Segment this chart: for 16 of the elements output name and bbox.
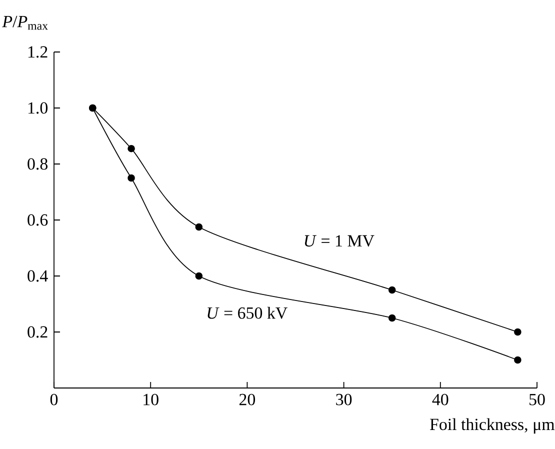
x-tick-label: 10 (144, 394, 158, 406)
x-tick-label: 30 (336, 394, 352, 406)
y-axis-title: P/P$_{max}$ (2, 16, 48, 30)
y-tick-label: 0.6 (28, 214, 48, 226)
y-tick-label: 0.4 (28, 270, 48, 282)
y-tick-label: 0.2 (28, 326, 48, 338)
y-tick-label: 0.8 (28, 158, 48, 170)
y-tick-label: 1.2 (28, 46, 48, 58)
x-axis-title: Foil thickness, μm (430, 418, 555, 434)
series-label: U = 650 kV (208, 306, 288, 319)
series-label: U = 1 MV (304, 235, 374, 247)
y-tick-label: 1.0 (28, 102, 48, 114)
x-tick-label: 40 (432, 394, 448, 406)
x-tick-label: 0 (50, 394, 58, 406)
x-tick-label: 50 (530, 394, 545, 406)
x-tick-label: 20 (239, 394, 256, 406)
